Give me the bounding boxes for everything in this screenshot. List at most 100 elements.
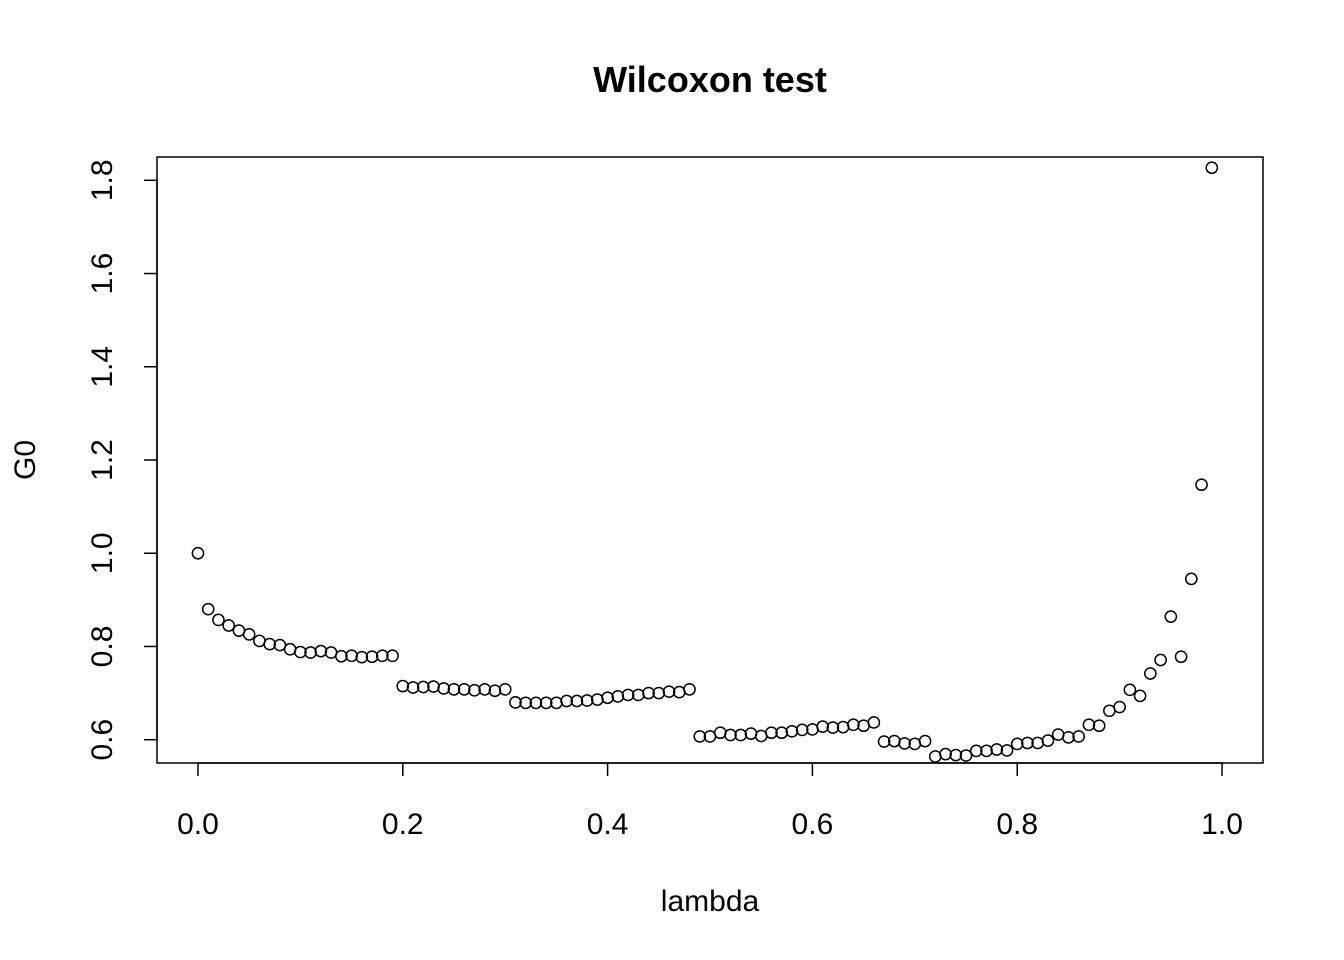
data-point: [816, 720, 829, 733]
data-point: [488, 684, 502, 698]
data-point: [529, 696, 543, 710]
data-point: [785, 724, 799, 738]
data-point: [253, 634, 266, 648]
x-tick-label: 0.6: [792, 808, 834, 841]
data-point: [1082, 718, 1096, 732]
data-point: [334, 649, 348, 663]
x-tick-label: 0.2: [382, 808, 424, 841]
x-tick-label: 0.4: [587, 808, 629, 841]
data-point: [539, 696, 553, 710]
data-point: [1205, 161, 1219, 175]
data-point: [201, 602, 215, 616]
data-point: [222, 619, 236, 632]
data-point: [693, 730, 707, 743]
data-point: [928, 750, 942, 763]
y-tick-label: 1.6: [86, 253, 119, 295]
data-point: [294, 645, 307, 659]
plot-frame: [156, 156, 1264, 764]
data-point: [468, 683, 481, 697]
data-point: [1072, 730, 1086, 743]
data-point: [1113, 700, 1126, 714]
data-point: [969, 744, 983, 758]
data-point: [652, 686, 666, 700]
data-point: [580, 694, 594, 707]
y-tick-label: 1.0: [86, 532, 119, 574]
data-point: [724, 728, 737, 742]
y-tick-label: 1.4: [86, 346, 119, 388]
data-point: [775, 726, 789, 740]
y-tick-label: 0.8: [86, 626, 119, 668]
data-point: [744, 727, 758, 740]
data-point: [437, 682, 451, 695]
y-tick-label: 1.8: [86, 159, 119, 201]
data-point: [601, 691, 614, 705]
data-point: [1051, 728, 1065, 741]
data-point: [1041, 734, 1055, 747]
data-point: [990, 743, 1004, 756]
data-point: [1010, 737, 1024, 751]
x-tick-label: 0.8: [996, 808, 1038, 841]
data-point: [416, 680, 430, 694]
data-point: [457, 682, 471, 696]
y-tick-label: 0.6: [86, 719, 119, 761]
data-point: [980, 744, 993, 758]
data-point: [765, 726, 778, 740]
data-point: [498, 682, 512, 696]
data-point: [386, 649, 399, 663]
data-points: [191, 161, 1219, 763]
data-point: [877, 735, 891, 748]
data-point: [1021, 736, 1034, 750]
data-point: [642, 686, 655, 700]
data-point: [242, 627, 256, 641]
data-point: [857, 719, 870, 733]
data-point: [611, 689, 625, 703]
data-point: [1144, 667, 1157, 680]
data-point: [939, 747, 952, 761]
data-point: [683, 682, 696, 696]
data-point: [447, 682, 461, 696]
chart-title: Wilcoxon test: [593, 59, 827, 100]
x-axis-label: lambda: [661, 885, 760, 918]
data-point: [898, 737, 911, 750]
data-point: [365, 650, 379, 664]
data-point: [570, 694, 584, 708]
data-point: [478, 682, 492, 696]
data-point: [918, 734, 932, 748]
data-point: [847, 718, 860, 732]
data-point: [591, 693, 604, 706]
data-point: [949, 748, 963, 762]
data-point: [1195, 478, 1208, 492]
data-point: [713, 726, 727, 740]
data-point: [212, 613, 225, 627]
data-point: [734, 728, 748, 742]
data-point: [1123, 683, 1137, 697]
data-point: [191, 546, 205, 560]
data-point: [1062, 731, 1075, 744]
data-point: [826, 721, 840, 734]
data-point: [621, 688, 635, 702]
data-point: [263, 637, 276, 651]
data-point: [396, 679, 410, 693]
data-point: [1133, 689, 1147, 703]
data-point: [283, 642, 297, 656]
data-point: [1164, 610, 1178, 623]
data-point: [1000, 744, 1014, 757]
data-point: [1184, 572, 1198, 586]
data-point: [355, 650, 369, 664]
y-axis: 0.6 0.8 1.0 1.2 1.4 1.6 1.8: [86, 159, 158, 761]
data-point: [304, 646, 317, 659]
data-point: [345, 649, 358, 663]
data-point: [1154, 653, 1167, 667]
data-point: [406, 681, 420, 694]
x-tick-label: 1.0: [1201, 808, 1243, 841]
data-point: [1174, 650, 1188, 664]
y-axis-label: G0: [9, 440, 42, 480]
data-point: [959, 749, 973, 762]
data-point: [375, 649, 389, 663]
data-point: [1092, 719, 1106, 733]
data-point: [519, 696, 533, 710]
data-point: [314, 644, 328, 658]
x-axis: 0.0 0.2 0.4 0.6 0.8 1.0: [177, 762, 1243, 841]
data-point: [795, 723, 809, 737]
